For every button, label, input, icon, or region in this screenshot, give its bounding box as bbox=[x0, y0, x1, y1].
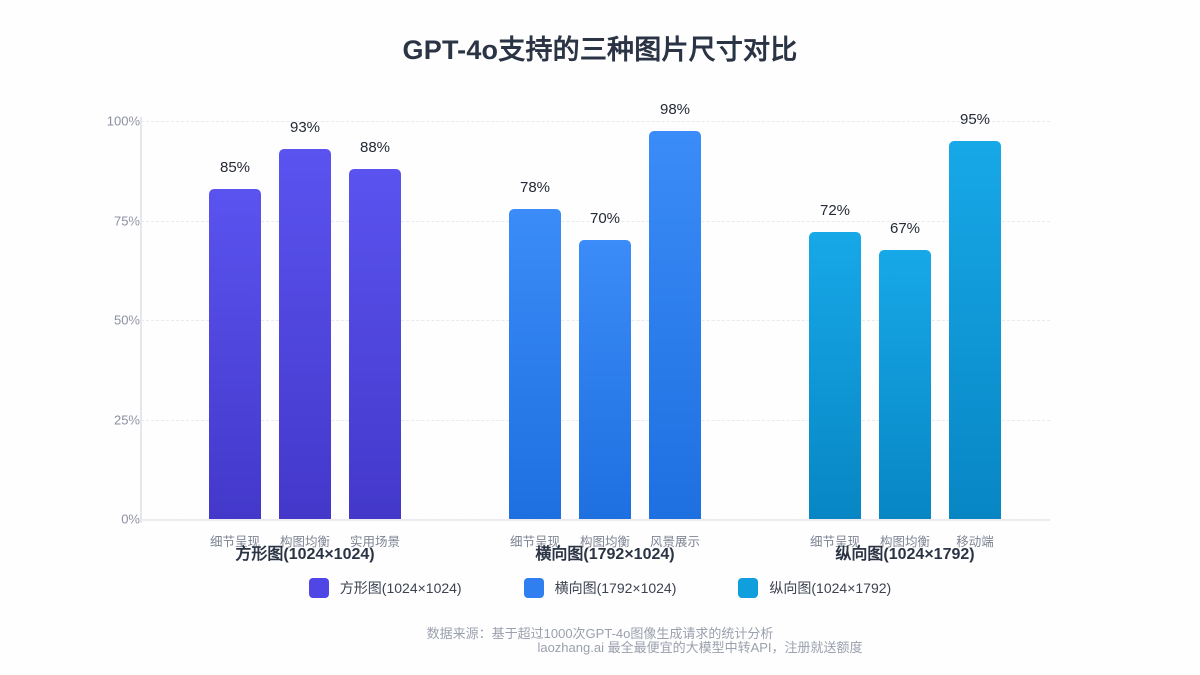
bar[interactable] bbox=[949, 140, 1001, 519]
legend-label: 方形图(1024×1024) bbox=[339, 580, 462, 596]
bar-value-label: 70% bbox=[589, 210, 621, 228]
y-axis-tick-mark bbox=[130, 319, 138, 321]
gridline bbox=[141, 519, 1050, 520]
group-title: 纵向图(1024×1792) bbox=[835, 546, 975, 563]
legend-label: 横向图(1792×1024) bbox=[554, 580, 677, 596]
footer-brand-note: laozhang.ai 最全最便宜的大模型中转API，注册就送额度 bbox=[537, 640, 863, 655]
category-label: 风景展示 bbox=[649, 535, 701, 549]
legend-item[interactable]: 横向图(1792×1024) bbox=[523, 578, 677, 598]
bar[interactable] bbox=[279, 148, 331, 519]
group-title: 横向图(1792×1024) bbox=[535, 546, 675, 563]
footer-data-source: 数据来源：基于超过1000次GPT-4o图像生成请求的统计分析 bbox=[426, 626, 774, 641]
category-label: 构图均衡 bbox=[579, 535, 631, 549]
bar[interactable] bbox=[209, 188, 261, 519]
bar-value-label: 88% bbox=[359, 138, 391, 156]
bar[interactable] bbox=[879, 250, 931, 519]
y-axis-tick-mark bbox=[130, 419, 138, 420]
bar-value-label: 95% bbox=[959, 110, 991, 128]
category-label: 移动端 bbox=[956, 535, 994, 549]
category-label: 构图均衡 bbox=[279, 535, 331, 549]
bar-value-label: 67% bbox=[889, 220, 921, 238]
bar[interactable] bbox=[579, 240, 631, 519]
legend-color-swatch bbox=[738, 578, 759, 598]
legend-label: 纵向图(1024×1792) bbox=[769, 580, 892, 596]
bar-value-label: 98% bbox=[659, 100, 691, 118]
legend-color-swatch bbox=[523, 578, 544, 598]
bar[interactable] bbox=[649, 130, 701, 519]
y-axis-tick-label: 0% bbox=[121, 511, 140, 527]
category-label: 细节呈现 bbox=[209, 535, 261, 549]
category-label: 细节呈现 bbox=[509, 535, 561, 549]
bar[interactable] bbox=[349, 168, 401, 519]
category-label: 实用场景 bbox=[349, 535, 401, 549]
y-axis-tick-label: 100% bbox=[106, 113, 140, 129]
legend-item[interactable]: 方形图(1024×1024) bbox=[308, 578, 462, 598]
chart-legend: 方形图(1024×1024) 横向图(1792×1024) 纵向图(1024×179… bbox=[0, 578, 1200, 598]
chart-title: GPT-4o支持的三种图片尺寸对比 bbox=[402, 35, 798, 65]
bar-value-label: 72% bbox=[819, 202, 851, 220]
y-axis-tick-label: 50% bbox=[113, 312, 140, 328]
y-axis-tick-mark bbox=[130, 518, 138, 520]
bar-value-label: 93% bbox=[289, 118, 321, 136]
bar[interactable] bbox=[809, 232, 861, 519]
category-label: 细节呈现 bbox=[809, 535, 861, 549]
legend-item[interactable]: 纵向图(1024×1792) bbox=[738, 578, 891, 598]
gridline bbox=[141, 121, 1050, 122]
y-axis-tick-label: 25% bbox=[113, 412, 140, 427]
legend-color-swatch bbox=[308, 578, 329, 598]
y-axis-tick-mark bbox=[130, 120, 138, 122]
category-label: 构图均衡 bbox=[879, 535, 931, 549]
bar[interactable] bbox=[509, 208, 561, 519]
y-axis-tick-mark bbox=[130, 220, 138, 221]
group-title: 方形图(1024×1024) bbox=[235, 546, 375, 563]
bar-value-label: 78% bbox=[519, 178, 551, 196]
x-axis-line bbox=[141, 519, 1050, 521]
y-axis-tick-label: 75% bbox=[113, 213, 140, 228]
plot-area: 85% 93% 88% 78% 70% 98% 72% 67% 95% bbox=[141, 101, 1050, 520]
bar-value-label: 85% bbox=[219, 158, 251, 176]
gridline bbox=[141, 220, 1050, 222]
